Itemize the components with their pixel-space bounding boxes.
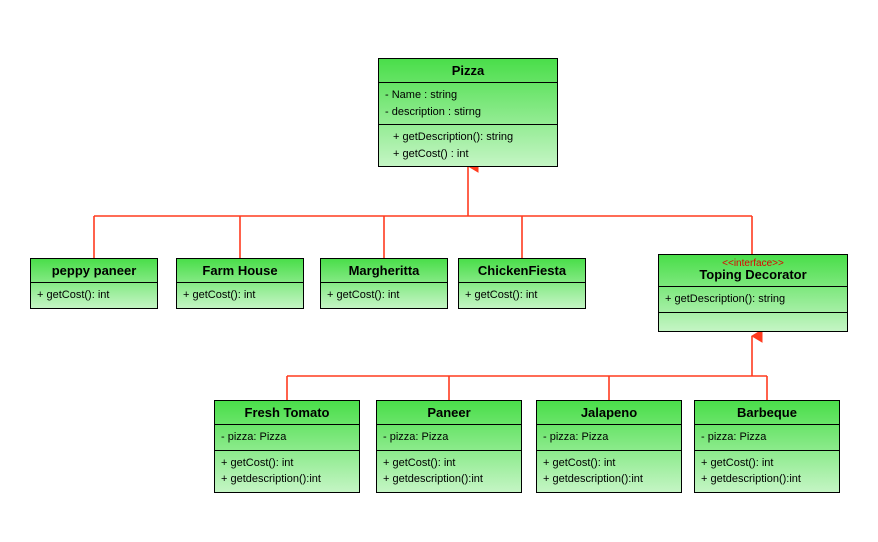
class-methods: + getCost(): int + getdescription():int (215, 451, 359, 492)
class-farm-house: Farm House + getCost(): int (176, 258, 304, 309)
class-title: Barbeque (695, 401, 839, 425)
class-methods: + getDescription(): string (659, 287, 847, 313)
class-empty (659, 313, 847, 331)
class-peppy-paneer: peppy paneer + getCost(): int (30, 258, 158, 309)
class-pizza: Pizza - Name : string - description : st… (378, 58, 558, 167)
class-paneer: Paneer - pizza: Pizza + getCost(): int +… (376, 400, 522, 493)
class-methods: + getCost(): int (31, 283, 157, 308)
class-title: Farm House (177, 259, 303, 283)
class-attrs: - pizza: Pizza (377, 425, 521, 451)
class-title: Fresh Tomato (215, 401, 359, 425)
class-title: Margheritta (321, 259, 447, 283)
class-title: peppy paneer (31, 259, 157, 283)
class-methods: + getCost(): int + getdescription():int (377, 451, 521, 492)
class-title: Toping Decorator (659, 267, 847, 286)
class-fresh-tomato: Fresh Tomato - pizza: Pizza + getCost():… (214, 400, 360, 493)
class-chicken-fiesta: ChickenFiesta + getCost(): int (458, 258, 586, 309)
class-attrs: - pizza: Pizza (695, 425, 839, 451)
class-title: Paneer (377, 401, 521, 425)
class-title: Pizza (379, 59, 557, 83)
class-methods: + getCost(): int + getdescription():int (695, 451, 839, 492)
class-title: ChickenFiesta (459, 259, 585, 283)
class-margheritta: Margheritta + getCost(): int (320, 258, 448, 309)
class-toping-decorator: <<interface>> Toping Decorator + getDesc… (658, 254, 848, 332)
class-attrs: - pizza: Pizza (215, 425, 359, 451)
class-methods: + getCost(): int + getdescription():int (537, 451, 681, 492)
class-methods: + getCost(): int (177, 283, 303, 308)
class-methods: + getCost(): int (321, 283, 447, 308)
class-jalapeno: Jalapeno - pizza: Pizza + getCost(): int… (536, 400, 682, 493)
class-attrs: - pizza: Pizza (537, 425, 681, 451)
class-title: Jalapeno (537, 401, 681, 425)
class-attrs: - Name : string - description : stirng (379, 83, 557, 125)
class-barbeque: Barbeque - pizza: Pizza + getCost(): int… (694, 400, 840, 493)
class-methods: + getCost(): int (459, 283, 585, 308)
class-methods: + getDescription(): string + getCost() :… (379, 125, 557, 166)
